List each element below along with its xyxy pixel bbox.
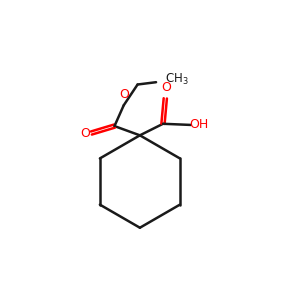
Text: O: O [161, 81, 171, 94]
Text: OH: OH [189, 118, 208, 131]
Text: O: O [119, 88, 129, 101]
Text: O: O [81, 127, 91, 140]
Text: CH$_3$: CH$_3$ [165, 72, 189, 87]
